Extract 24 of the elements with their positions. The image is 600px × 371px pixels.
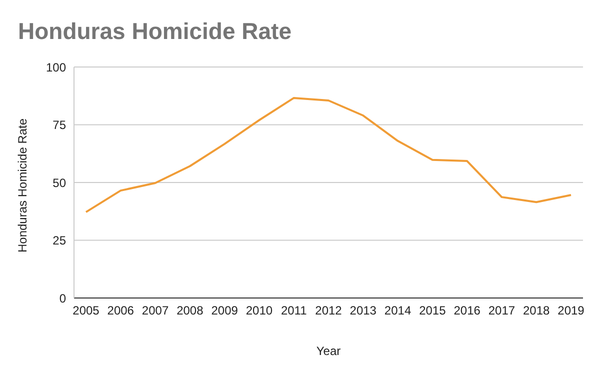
y-tick-label: 100 bbox=[46, 60, 66, 74]
x-tick-label: 2008 bbox=[176, 304, 204, 318]
x-tick-label: 2015 bbox=[419, 304, 446, 318]
x-tick-label: 2016 bbox=[454, 304, 481, 318]
x-tick-label: 2018 bbox=[523, 304, 550, 318]
x-tick-label: 2019 bbox=[558, 304, 585, 318]
x-tick-label: 2007 bbox=[142, 304, 169, 318]
y-axis-title: Honduras Homicide Rate bbox=[15, 118, 30, 252]
x-tick-label: 2013 bbox=[350, 304, 377, 318]
y-tick-label: 75 bbox=[52, 118, 66, 132]
y-tick-label: 0 bbox=[59, 291, 66, 306]
x-axis-title: Year bbox=[316, 344, 341, 358]
x-tick-label: 2005 bbox=[72, 304, 100, 318]
x-tick-label: 2009 bbox=[211, 304, 238, 318]
y-tick-label: 50 bbox=[52, 176, 66, 190]
chart-title: Honduras Homicide Rate bbox=[18, 18, 292, 45]
x-tick-label: 2012 bbox=[315, 304, 342, 318]
x-tick-label: 2014 bbox=[384, 304, 412, 318]
x-tick-label: 2010 bbox=[246, 304, 273, 318]
y-tick-label: 25 bbox=[52, 234, 66, 248]
line-series bbox=[85, 96, 572, 214]
x-tick-label: 2006 bbox=[107, 304, 134, 318]
x-tick-label: 2017 bbox=[488, 304, 516, 318]
x-tick-label: 2011 bbox=[280, 304, 308, 318]
